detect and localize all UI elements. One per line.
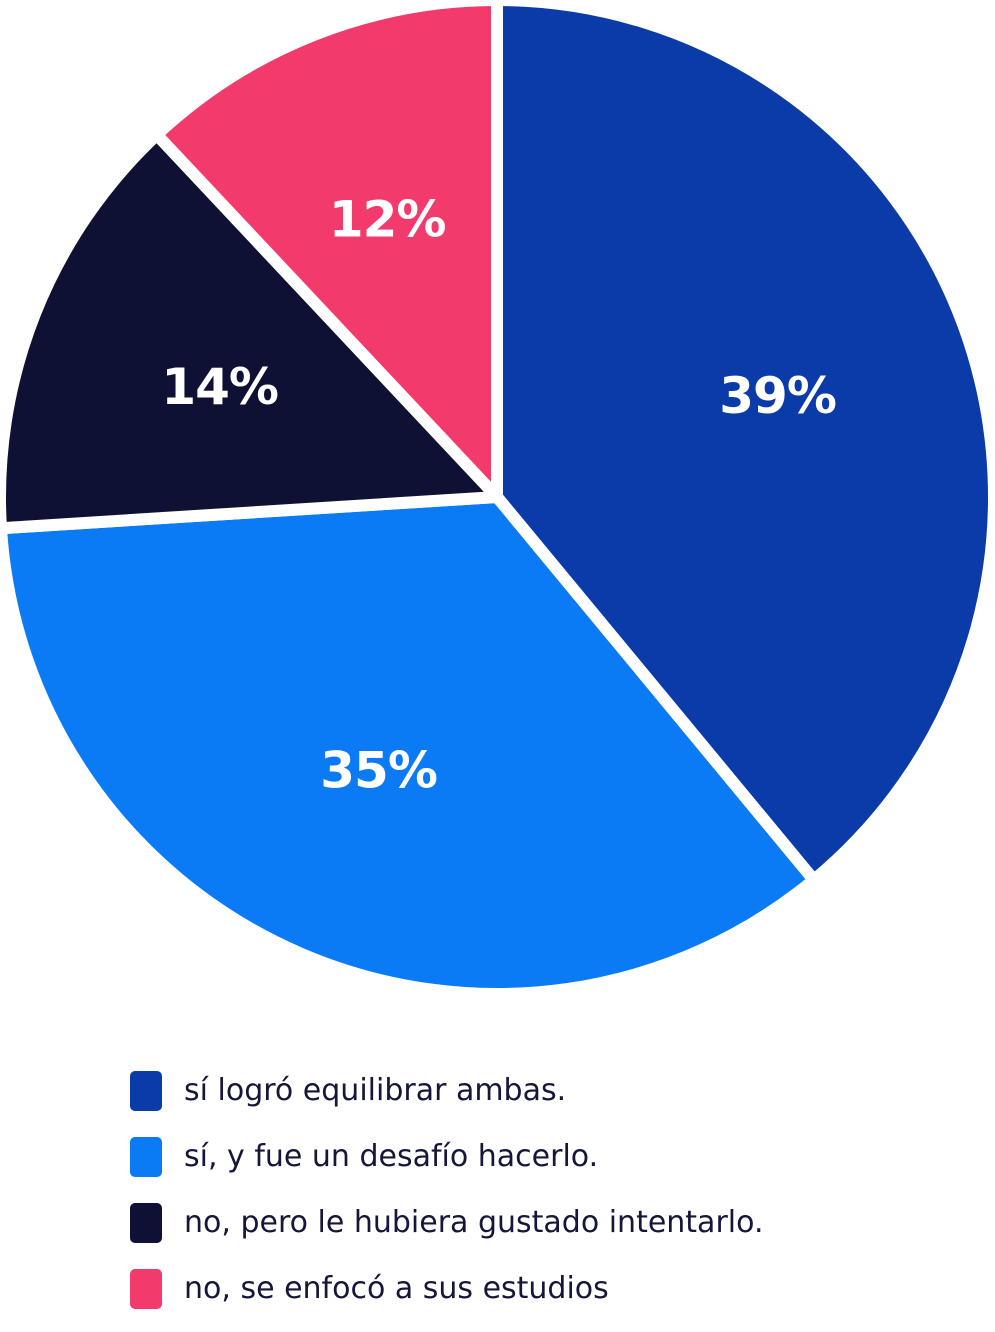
pie-slice-label-4: 12% bbox=[329, 191, 446, 249]
legend-item-4: no, se enfocó a sus estudios bbox=[130, 1266, 763, 1311]
legend-swatch-3 bbox=[130, 1202, 162, 1243]
legend-item-1: sí logró equilibrar ambas. bbox=[130, 1068, 763, 1113]
legend-label-4: no, se enfocó a sus estudios bbox=[184, 1271, 609, 1306]
pie-slice-labels: 39% 35% 14% 12% bbox=[161, 191, 837, 800]
pie-chart: 39% 35% 14% 12% bbox=[0, 0, 994, 994]
pie-slice-1 bbox=[491, 0, 995, 886]
pie-slice-2 bbox=[0, 491, 820, 1000]
legend-swatch-1 bbox=[130, 1070, 162, 1111]
legend-swatch-4 bbox=[130, 1268, 162, 1309]
pie-slice-4 bbox=[150, 0, 503, 503]
legend-label-1: sí logró equilibrar ambas. bbox=[184, 1073, 567, 1108]
legend-label-3: no, pero le hubiera gustado intentarlo. bbox=[184, 1205, 764, 1240]
legend-item-3: no, pero le hubiera gustado intentarlo. bbox=[130, 1200, 763, 1245]
pie-slice-label-2: 35% bbox=[320, 742, 437, 800]
pie-slices bbox=[0, 0, 994, 994]
pie-slice-label-3: 14% bbox=[161, 358, 278, 416]
pie-slice-label-1: 39% bbox=[719, 367, 836, 425]
legend-item-2: sí, y fue un desafío hacerlo. bbox=[130, 1134, 763, 1179]
legend-swatch-2 bbox=[130, 1136, 162, 1177]
chart-legend: sí logró equilibrar ambas. sí, y fue un d… bbox=[130, 1068, 763, 1332]
legend-label-2: sí, y fue un desafío hacerlo. bbox=[184, 1139, 599, 1174]
pie-slice-3 bbox=[0, 128, 503, 535]
